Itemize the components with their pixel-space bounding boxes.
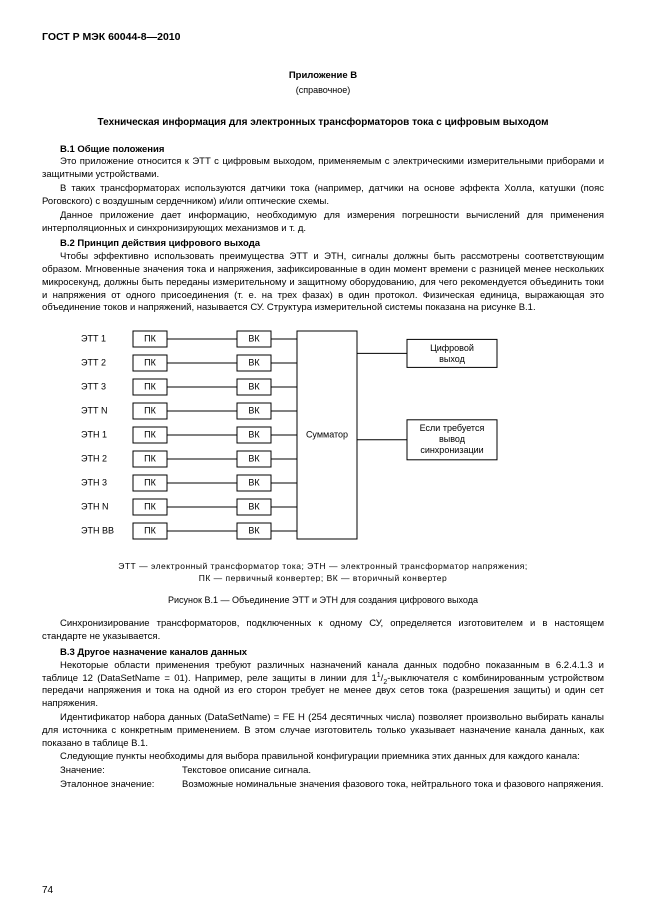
svg-text:ЭТТ 2: ЭТТ 2: [81, 358, 106, 368]
svg-text:вывод: вывод: [439, 434, 466, 444]
svg-text:ВК: ВК: [248, 358, 260, 368]
svg-text:ПК: ПК: [144, 334, 156, 344]
definition-text: Текстовое описание сигнала.: [182, 765, 604, 778]
svg-text:ВК: ВК: [248, 478, 260, 488]
definition-label: Значение:: [42, 765, 182, 778]
svg-text:ПК: ПК: [144, 478, 156, 488]
svg-text:ВК: ВК: [248, 430, 260, 440]
section-b1-heading: В.1 Общие положения: [42, 144, 604, 157]
page: ГОСТ Р МЭК 60044-8—2010 Приложение В (сп…: [0, 0, 646, 913]
page-number: 74: [42, 884, 53, 898]
svg-text:ЭТН N: ЭТН N: [81, 502, 108, 512]
paragraph: Данное приложение дает информацию, необх…: [42, 210, 604, 236]
main-title: Техническая информация для электронных т…: [42, 116, 604, 130]
appendix-title: Приложение В: [42, 70, 604, 83]
paragraph: В таких трансформаторах используются дат…: [42, 183, 604, 209]
paragraph: Идентификатор набора данных (DataSetName…: [42, 712, 604, 750]
svg-text:ПК: ПК: [144, 454, 156, 464]
svg-text:ПК: ПК: [144, 502, 156, 512]
svg-text:ВК: ВК: [248, 454, 260, 464]
svg-text:ПК: ПК: [144, 430, 156, 440]
svg-text:Сумматор: Сумматор: [306, 430, 348, 440]
paragraph: Некоторые области применения требуют раз…: [42, 660, 604, 711]
svg-text:Цифровой: Цифровой: [430, 343, 474, 353]
svg-text:синхронизации: синхронизации: [420, 445, 483, 455]
definition-label: Эталонное значение:: [42, 779, 182, 792]
paragraph: Следующие пункты необходимы для выбора п…: [42, 751, 604, 764]
appendix-reference: (справочное): [42, 84, 604, 96]
svg-text:ЭТТ N: ЭТТ N: [81, 406, 107, 416]
figure-legend: ЭТТ — электронный трансформатор тока; ЭТ…: [42, 561, 604, 584]
svg-text:ПК: ПК: [144, 406, 156, 416]
svg-text:ЭТТ 3: ЭТТ 3: [81, 382, 106, 392]
definition-row: Значение: Текстовое описание сигнала.: [42, 765, 604, 778]
definition-row: Эталонное значение: Возможные номинальны…: [42, 779, 604, 792]
svg-text:ПК: ПК: [144, 382, 156, 392]
svg-text:ВК: ВК: [248, 526, 260, 536]
section-b3-heading: В.3 Другое назначение каналов данных: [42, 647, 604, 660]
legend-line: ЭТТ — электронный трансформатор тока; ЭТ…: [118, 561, 528, 571]
svg-text:ЭТТ 1: ЭТТ 1: [81, 334, 106, 344]
section-b2-heading: В.2 Принцип действия цифрового выхода: [42, 238, 604, 251]
svg-text:ВК: ВК: [248, 334, 260, 344]
svg-text:ЭТН 2: ЭТН 2: [81, 454, 107, 464]
figure-b1-diagram: ЭТТ 1 ПК ВК ЭТТ 2 ПК ВК ЭТТ 3 ПК ВК ЭТТ N ПК ВК ЭТН …: [73, 325, 573, 555]
svg-text:ЭТН 1: ЭТН 1: [81, 430, 107, 440]
svg-text:ЭТН 3: ЭТН 3: [81, 478, 107, 488]
legend-line: ПК — первичный конвертер; ВК — вторичный…: [199, 573, 448, 583]
paragraph: Это приложение относится к ЭТТ с цифровы…: [42, 156, 604, 182]
svg-text:Если требуется: Если требуется: [420, 423, 485, 433]
svg-text:выход: выход: [439, 354, 465, 364]
definition-text: Возможные номинальные значения фазового …: [182, 779, 604, 792]
svg-text:ПК: ПК: [144, 358, 156, 368]
svg-text:ЭТН ВВ: ЭТН ВВ: [81, 526, 114, 536]
svg-text:ВК: ВК: [248, 382, 260, 392]
svg-text:ВК: ВК: [248, 502, 260, 512]
svg-text:ПК: ПК: [144, 526, 156, 536]
figure-caption: Рисунок В.1 — Объединение ЭТТ и ЭТН для …: [42, 594, 604, 606]
standard-code: ГОСТ Р МЭК 60044-8—2010: [42, 30, 604, 44]
svg-text:ВК: ВК: [248, 406, 260, 416]
paragraph: Чтобы эффективно использовать преимущест…: [42, 251, 604, 315]
paragraph: Синхронизирование трансформаторов, подкл…: [42, 618, 604, 644]
